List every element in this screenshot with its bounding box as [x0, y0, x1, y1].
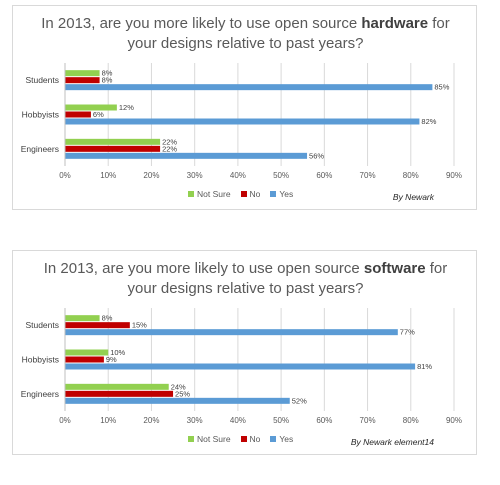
bar-yes: [65, 84, 433, 91]
hardware-bar-chart: 0% 10% 20% 30% 40% 50% 60% 70% 80% 90%Students8%8…: [21, 63, 462, 180]
title-line-2: your designs relative to past years?: [127, 35, 364, 52]
legend-swatch-not-sure: [188, 191, 194, 197]
data-label: 52%: [292, 396, 307, 405]
x-tick-label: 70%: [360, 171, 376, 180]
legend-item-yes: Yes: [270, 189, 293, 199]
legend-label: No: [249, 434, 261, 444]
data-label: 10%: [110, 348, 125, 357]
category-label: Students: [25, 75, 59, 85]
legend-item-no: No: [240, 434, 261, 444]
data-label: 8%: [102, 69, 113, 78]
x-tick-label: 40%: [230, 171, 246, 180]
title-emphasis: software: [363, 260, 426, 277]
bar-no: [65, 77, 100, 84]
x-tick-label: 0%: [59, 171, 71, 180]
bar-yes: [65, 363, 416, 370]
x-tick-label: 60%: [316, 416, 332, 425]
bar-no: [65, 322, 130, 329]
bar-not-sure: [65, 70, 100, 77]
data-label: 56%: [309, 151, 324, 160]
x-tick-label: 30%: [187, 416, 203, 425]
legend-item-yes: Yes: [270, 434, 293, 444]
title-part: for: [428, 15, 450, 32]
x-tick-label: 10%: [100, 171, 116, 180]
chart-title: In 2013, are you more likely to use open…: [13, 259, 478, 299]
data-label: 15%: [132, 321, 147, 330]
x-tick-label: 60%: [316, 171, 332, 180]
legend-item-not-sure: Not Sure: [188, 189, 231, 199]
bar-yes: [65, 152, 308, 159]
title-part: In 2013, are you more likely to use open…: [41, 15, 362, 32]
title-part: for: [425, 260, 448, 277]
data-label: 22%: [162, 137, 177, 146]
bar-no: [65, 111, 91, 118]
data-label: 85%: [434, 83, 449, 92]
software-bar-chart: 0% 10% 20% 30% 40% 50% 60% 70% 80% 90% Students 8% 1…: [21, 308, 462, 425]
x-tick-label: 10%: [100, 416, 116, 425]
bar-not-sure: [65, 104, 117, 111]
category-label: Hobbyists: [22, 110, 59, 120]
bar-no: [65, 145, 161, 152]
data-label: 77%: [400, 328, 415, 337]
bar-not-sure: [65, 383, 169, 390]
category-label: Hobbyists: [22, 355, 59, 365]
x-tick-label: 80%: [403, 416, 419, 425]
legend-swatch-not-sure: [188, 436, 194, 442]
category-label: Engineers: [21, 389, 59, 399]
data-label: 82%: [421, 117, 436, 126]
chart-legend: Not Sure No Yes: [188, 434, 293, 444]
x-tick-label: 0%: [59, 416, 71, 425]
x-tick-label: 50%: [273, 171, 289, 180]
title-part: In 2013, are you more likely to use open…: [43, 260, 364, 277]
chart-legend: Not Sure No Yes: [188, 189, 293, 199]
legend-item-no: No: [240, 189, 261, 199]
data-label: 22%: [162, 144, 177, 153]
x-tick-label: 90%: [446, 171, 462, 180]
data-label: 6%: [93, 110, 104, 119]
category-label: Engineers: [21, 144, 59, 154]
bar-yes: [65, 329, 398, 336]
x-tick-label: 20%: [143, 171, 159, 180]
legend-swatch-no: [240, 191, 247, 197]
data-label: 12%: [119, 103, 134, 112]
bar-not-sure: [65, 138, 161, 145]
x-tick-label: 30%: [187, 171, 203, 180]
legend-label: Yes: [279, 434, 294, 444]
legend-label: Yes: [279, 189, 294, 199]
bar-not-sure: [65, 315, 100, 322]
legend-swatch-no: [240, 436, 247, 442]
data-label: 81%: [417, 362, 432, 371]
x-tick-label: 40%: [230, 416, 246, 425]
chart-credit: By Newark element14: [350, 437, 434, 447]
legend-label: Not Sure: [197, 434, 231, 444]
legend-swatch-yes: [270, 191, 277, 197]
x-tick-label: 20%: [143, 416, 159, 425]
x-tick-label: 80%: [403, 171, 419, 180]
data-label: 8%: [102, 314, 113, 323]
legend-swatch-yes: [270, 436, 277, 442]
bar-no: [65, 390, 174, 397]
bar-no: [65, 356, 104, 363]
hardware-chart-panel: In 2013, are you more likely to use open…: [12, 5, 477, 210]
legend-label: No: [249, 189, 261, 199]
category-label: Students: [25, 320, 59, 330]
data-label: 25%: [175, 389, 190, 398]
x-tick-label: 70%: [360, 416, 376, 425]
bar-yes: [65, 397, 290, 404]
x-tick-label: 90%: [446, 416, 462, 425]
bar-not-sure: [65, 349, 109, 356]
data-label: 8%: [102, 76, 113, 85]
chart-credit: By Newark: [392, 192, 434, 202]
x-tick-label: 50%: [273, 416, 289, 425]
software-chart-panel: In 2013, are you more likely to use open…: [12, 250, 477, 455]
data-label: 24%: [171, 382, 186, 391]
title-line-2: your designs relative to past years?: [127, 280, 364, 297]
title-emphasis: hardware: [361, 15, 429, 32]
chart-title: In 2013, are you more likely to use open…: [13, 14, 478, 54]
legend-item-not-sure: Not Sure: [188, 434, 231, 444]
legend-label: Not Sure: [197, 189, 231, 199]
bar-yes: [65, 118, 420, 125]
data-label: 9%: [106, 355, 117, 364]
